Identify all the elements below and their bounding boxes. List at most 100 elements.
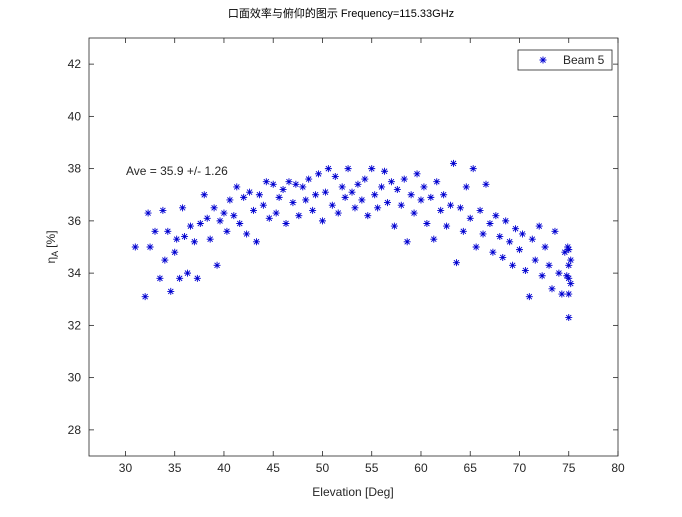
data-point bbox=[305, 175, 313, 183]
data-point bbox=[181, 233, 189, 241]
data-point bbox=[390, 222, 398, 230]
data-point bbox=[338, 183, 346, 191]
data-point bbox=[479, 230, 487, 238]
data-point bbox=[324, 165, 332, 173]
data-point bbox=[548, 285, 556, 293]
data-point bbox=[246, 188, 254, 196]
data-point bbox=[374, 204, 382, 212]
data-point bbox=[285, 178, 293, 186]
data-point bbox=[407, 191, 415, 199]
data-point bbox=[423, 219, 431, 227]
y-axis-label: ηA [%] bbox=[44, 230, 60, 263]
data-point bbox=[161, 256, 169, 264]
data-point bbox=[255, 191, 263, 199]
data-point bbox=[462, 183, 470, 191]
data-point bbox=[492, 212, 500, 220]
data-point bbox=[318, 217, 326, 225]
y-tick-label: 34 bbox=[68, 266, 82, 280]
data-point bbox=[502, 217, 510, 225]
data-point bbox=[561, 248, 569, 256]
data-point bbox=[171, 248, 179, 256]
data-point bbox=[447, 201, 455, 209]
data-point bbox=[417, 196, 425, 204]
y-tick-label: 36 bbox=[68, 214, 82, 228]
data-point bbox=[206, 235, 214, 243]
data-point bbox=[312, 191, 320, 199]
data-point bbox=[496, 233, 504, 241]
data-point bbox=[156, 274, 164, 282]
x-tick-label: 80 bbox=[611, 461, 625, 475]
data-point bbox=[309, 206, 317, 214]
data-point bbox=[378, 183, 386, 191]
y-label-unit: [%] bbox=[44, 230, 58, 247]
data-point bbox=[233, 183, 241, 191]
data-point bbox=[518, 230, 526, 238]
data-point bbox=[433, 178, 441, 186]
data-point bbox=[364, 212, 372, 220]
x-tick-label: 55 bbox=[365, 461, 379, 475]
data-point bbox=[279, 186, 287, 194]
data-point bbox=[196, 219, 204, 227]
data-point bbox=[144, 209, 152, 217]
data-point bbox=[567, 280, 575, 288]
data-point bbox=[476, 206, 484, 214]
data-point bbox=[159, 206, 167, 214]
legend-label: Beam 5 bbox=[563, 53, 605, 67]
data-point bbox=[565, 314, 573, 322]
data-point bbox=[410, 209, 418, 217]
annotation: Ave = 35.9 +/- 1.26 bbox=[126, 164, 228, 178]
data-point bbox=[151, 227, 159, 235]
data-point bbox=[565, 290, 573, 298]
data-point bbox=[259, 201, 267, 209]
data-point bbox=[509, 261, 517, 269]
data-point bbox=[331, 172, 339, 180]
data-point bbox=[565, 274, 573, 282]
data-point bbox=[164, 227, 172, 235]
x-tick-label: 35 bbox=[168, 461, 182, 475]
data-point bbox=[430, 235, 438, 243]
x-tick-label: 30 bbox=[119, 461, 133, 475]
y-label-subscript: A bbox=[50, 251, 60, 257]
x-tick-label: 60 bbox=[414, 461, 428, 475]
data-point bbox=[265, 214, 273, 222]
x-tick-label: 50 bbox=[316, 461, 330, 475]
data-point bbox=[262, 178, 270, 186]
data-point bbox=[167, 287, 175, 295]
data-point bbox=[567, 256, 575, 264]
data-point bbox=[292, 180, 300, 188]
data-point bbox=[173, 235, 181, 243]
data-point bbox=[466, 214, 474, 222]
data-point bbox=[321, 188, 329, 196]
data-point bbox=[403, 238, 411, 246]
data-point bbox=[427, 193, 435, 201]
data-point bbox=[397, 201, 405, 209]
y-tick-label: 38 bbox=[68, 162, 82, 176]
data-point bbox=[535, 222, 543, 230]
data-point bbox=[250, 206, 258, 214]
data-point bbox=[216, 217, 224, 225]
data-point bbox=[282, 219, 290, 227]
data-point bbox=[203, 214, 211, 222]
data-point bbox=[220, 209, 228, 217]
data-point bbox=[328, 201, 336, 209]
data-point bbox=[558, 290, 566, 298]
data-point bbox=[179, 204, 187, 212]
data-point bbox=[131, 243, 139, 251]
data-point bbox=[486, 219, 494, 227]
data-point bbox=[243, 230, 251, 238]
y-tick-label: 40 bbox=[68, 109, 82, 123]
y-tick-label: 30 bbox=[68, 371, 82, 385]
data-point bbox=[515, 246, 523, 254]
data-point bbox=[358, 196, 366, 204]
data-point bbox=[565, 261, 573, 269]
data-point bbox=[240, 193, 248, 201]
data-point bbox=[252, 238, 260, 246]
data-point bbox=[344, 165, 352, 173]
data-point bbox=[528, 235, 536, 243]
data-point bbox=[348, 188, 356, 196]
data-point bbox=[551, 227, 559, 235]
data-point bbox=[315, 170, 323, 178]
chart-title: 口面效率与俯仰的图示 Frequency=115.33GHz bbox=[228, 6, 454, 20]
x-tick-label: 65 bbox=[464, 461, 478, 475]
